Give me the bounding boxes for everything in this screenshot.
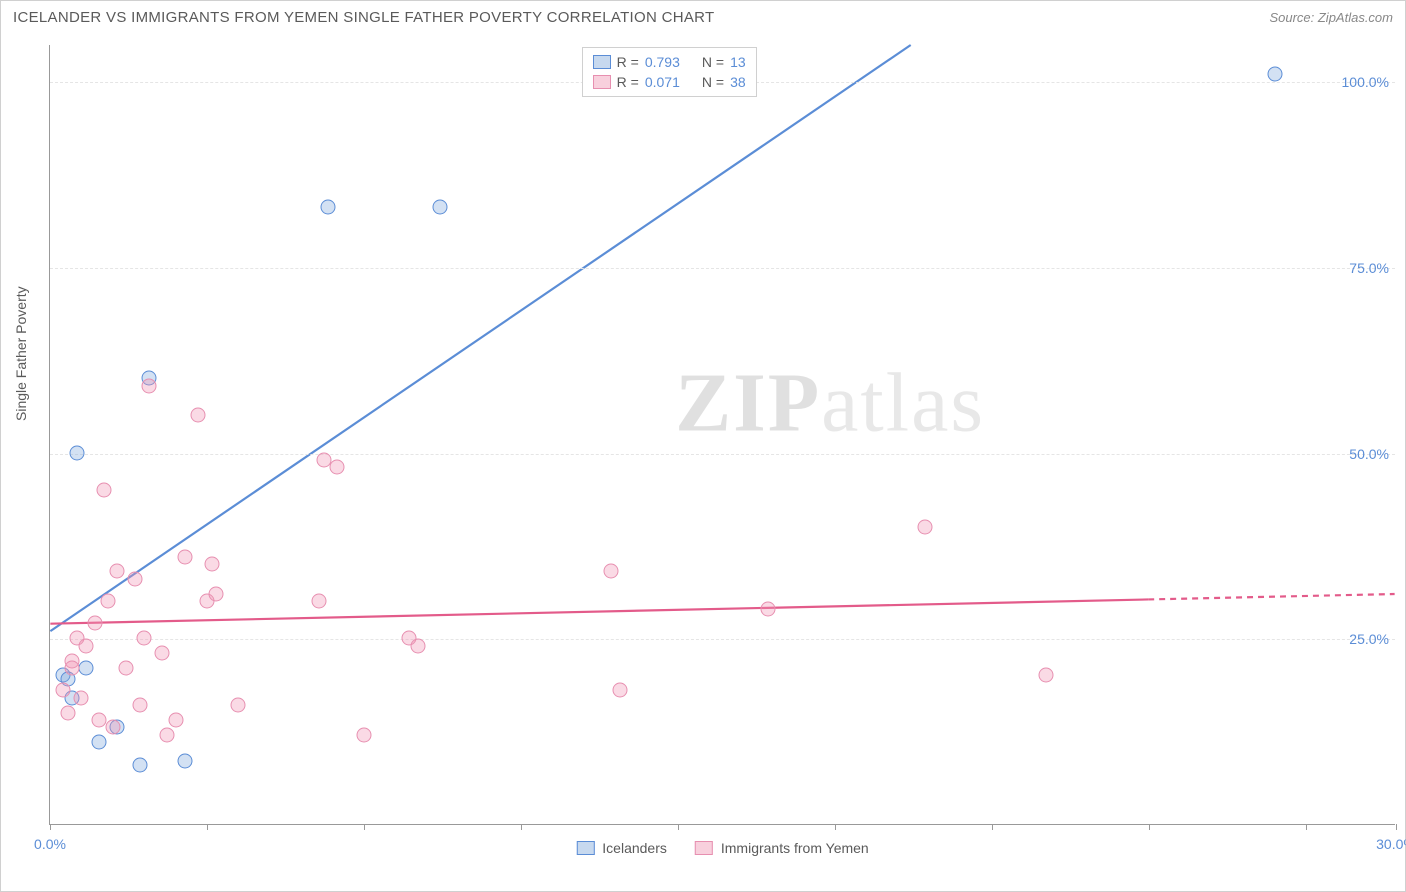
x-tick [835,824,836,830]
legend-r-label: R = [617,54,639,70]
legend-n-value: 38 [730,74,746,90]
data-point [74,690,89,705]
chart-container: ICELANDER VS IMMIGRANTS FROM YEMEN SINGL… [0,0,1406,892]
x-tick [678,824,679,830]
chart-header: ICELANDER VS IMMIGRANTS FROM YEMEN SINGL… [1,1,1405,26]
source-name: ZipAtlas.com [1318,10,1393,25]
legend-series: Icelanders Immigrants from Yemen [576,840,868,856]
chart-source: Source: ZipAtlas.com [1269,10,1393,25]
data-point [209,586,224,601]
legend-n-label: N = [702,54,724,70]
data-point [917,519,932,534]
legend-n-label: N = [702,74,724,90]
x-tick-label: 30.0% [1376,836,1406,852]
legend-r-value: 0.071 [645,74,680,90]
data-point [78,638,93,653]
legend-item: Immigrants from Yemen [695,840,869,856]
legend-row: R = 0.071 N = 38 [593,72,746,92]
legend-series-name: Icelanders [602,840,667,856]
data-point [603,564,618,579]
y-tick-label: 100.0% [1342,74,1389,90]
x-tick [364,824,365,830]
data-point [78,661,93,676]
plot-area: ZIPatlas 25.0%50.0%75.0%100.0%0.0%30.0%R… [49,45,1395,825]
x-tick [521,824,522,830]
legend-swatch [576,841,594,855]
legend-row: R = 0.793 N = 13 [593,52,746,72]
data-point [1039,668,1054,683]
trend-line [50,599,1148,623]
data-point [612,683,627,698]
legend-n-value: 13 [730,54,746,70]
gridline-h [50,639,1395,640]
watermark: ZIPatlas [675,355,985,452]
data-point [105,720,120,735]
data-point [101,594,116,609]
chart-title: ICELANDER VS IMMIGRANTS FROM YEMEN SINGL… [13,9,714,26]
x-tick [1149,824,1150,830]
data-point [177,549,192,564]
gridline-h [50,268,1395,269]
x-tick-label: 0.0% [34,836,66,852]
data-point [65,661,80,676]
legend-swatch [593,75,611,89]
data-point [128,571,143,586]
data-point [87,616,102,631]
data-point [137,631,152,646]
legend-swatch [593,55,611,69]
data-point [1267,66,1282,81]
trend-lines [50,45,1395,824]
data-point [56,683,71,698]
data-point [357,727,372,742]
watermark-bold: ZIP [675,357,821,450]
data-point [96,482,111,497]
trend-line [1148,594,1394,599]
x-tick [1306,824,1307,830]
legend-r-label: R = [617,74,639,90]
data-point [204,557,219,572]
data-point [110,564,125,579]
watermark-light: atlas [821,357,985,450]
data-point [312,594,327,609]
legend-swatch [695,841,713,855]
x-tick [992,824,993,830]
data-point [132,698,147,713]
gridline-h [50,454,1395,455]
data-point [168,713,183,728]
data-point [191,408,206,423]
trend-line [50,45,910,631]
y-axis-label: Single Father Poverty [13,286,29,421]
data-point [119,661,134,676]
data-point [159,727,174,742]
data-point [433,200,448,215]
data-point [410,638,425,653]
data-point [155,646,170,661]
data-point [760,601,775,616]
x-tick [1396,824,1397,830]
legend-series-name: Immigrants from Yemen [721,840,869,856]
data-point [69,445,84,460]
y-tick-label: 25.0% [1349,631,1389,647]
legend-item: Icelanders [576,840,667,856]
x-tick [207,824,208,830]
legend-correlation: R = 0.793 N = 13 R = 0.071 N = 38 [582,47,757,97]
data-point [321,200,336,215]
legend-r-value: 0.793 [645,54,680,70]
data-point [141,378,156,393]
data-point [60,705,75,720]
source-prefix: Source: [1269,10,1317,25]
y-tick-label: 50.0% [1349,446,1389,462]
data-point [92,735,107,750]
data-point [231,698,246,713]
data-point [330,460,345,475]
data-point [132,757,147,772]
x-tick [50,824,51,830]
y-tick-label: 75.0% [1349,260,1389,276]
data-point [177,753,192,768]
